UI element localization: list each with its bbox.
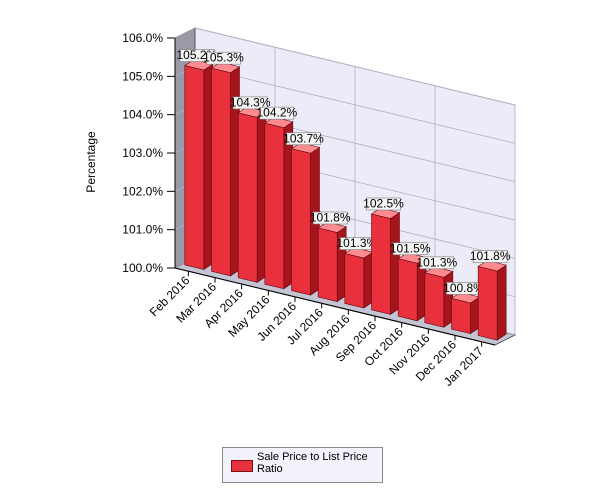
y-tick-label: 104.0% xyxy=(122,108,163,122)
value-label: 101.5% xyxy=(390,241,431,255)
bar xyxy=(237,112,258,283)
bar xyxy=(291,148,311,296)
bar xyxy=(344,253,365,309)
bar xyxy=(184,65,205,270)
bar xyxy=(211,67,231,277)
value-label-box xyxy=(392,242,428,256)
bar xyxy=(424,272,445,328)
value-label: 105.3% xyxy=(203,51,244,65)
legend-label: Sale Price to List Price Ratio xyxy=(257,451,368,475)
bar xyxy=(397,258,418,322)
y-tick-label: 100.0% xyxy=(122,261,163,275)
chart: Percentage 100.0% 101.0% 102.0% 103.0% 104.0… xyxy=(84,27,517,389)
bar xyxy=(451,298,471,335)
bar xyxy=(317,227,338,302)
bar-side xyxy=(496,264,507,341)
value-label-box xyxy=(419,256,455,270)
bar xyxy=(264,122,285,290)
value-label-box xyxy=(366,197,401,211)
y-tick-label: 106.0% xyxy=(122,31,163,45)
value-label: 102.5% xyxy=(363,197,404,211)
y-tick-label: 102.0% xyxy=(122,184,163,198)
value-label: 103.7% xyxy=(283,131,324,145)
y-tick-label: 105.0% xyxy=(122,69,163,83)
value-label: 100.8% xyxy=(443,281,484,295)
bar xyxy=(477,266,498,341)
y-tick-label: 101.0% xyxy=(122,223,163,237)
value-label-box xyxy=(286,132,321,146)
value-label-box xyxy=(206,51,241,65)
value-label: 104.2% xyxy=(256,106,297,120)
y-tick-label: 103.0% xyxy=(122,146,163,160)
value-label-box xyxy=(232,96,268,110)
bar xyxy=(371,213,391,315)
value-label: 104.3% xyxy=(230,95,271,109)
y-axis-label: Percentage xyxy=(84,131,98,193)
value-label-box xyxy=(312,211,348,225)
value-label: 101.3% xyxy=(336,236,377,250)
legend-swatch xyxy=(231,460,253,472)
value-label-box xyxy=(472,250,508,263)
value-label: 101.3% xyxy=(416,255,457,269)
value-label-box xyxy=(259,106,295,120)
legend: Sale Price to List Price Ratio xyxy=(222,447,383,483)
grid-line xyxy=(174,27,516,106)
x-axis xyxy=(174,267,496,346)
value-label: 101.8% xyxy=(310,211,351,225)
value-label: 101.8% xyxy=(470,249,511,263)
